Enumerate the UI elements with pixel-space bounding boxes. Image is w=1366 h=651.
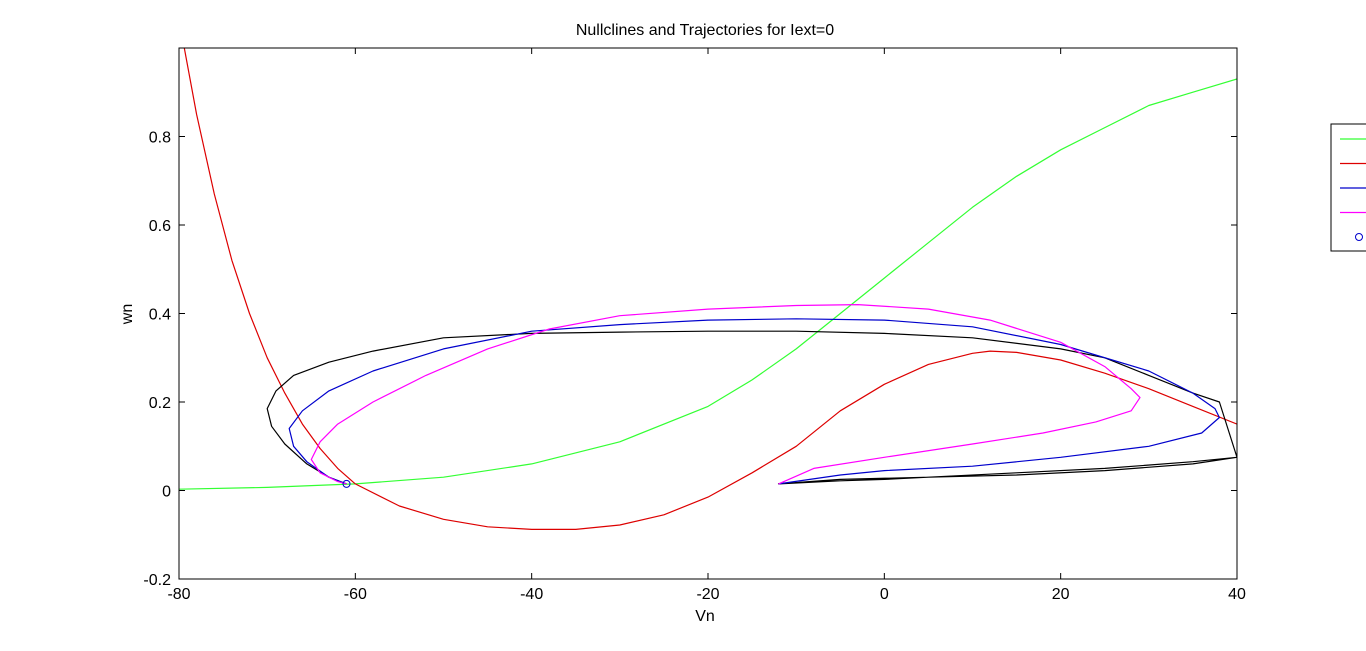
equilibrium-marker bbox=[342, 479, 351, 488]
x-axis-label: Vn bbox=[695, 608, 715, 625]
chart-title: Nullclines and Trajectories for Iext=0 bbox=[576, 22, 834, 39]
marker-layer bbox=[342, 479, 351, 488]
axis-ticks: -80 -60 -40 -20 0 20 40 -0.2 0 0.2 0.4 0.6 0.8 bbox=[143, 48, 1246, 603]
y-tick-label: 0.2 bbox=[149, 395, 171, 412]
series-line-2 bbox=[183, 48, 1237, 530]
y-tick-label: 0 bbox=[162, 484, 171, 501]
series-line-5 bbox=[310, 304, 1141, 485]
x-tick-label: -20 bbox=[696, 586, 719, 603]
y-tick-label: 0.8 bbox=[149, 130, 171, 147]
x-tick-label: 0 bbox=[880, 586, 889, 603]
y-tick-label: -0.2 bbox=[143, 572, 171, 589]
x-tick-label: 40 bbox=[1228, 586, 1246, 603]
x-tick-label: -80 bbox=[167, 586, 190, 603]
series-line-3 bbox=[266, 330, 1237, 485]
y-tick-label: 0.4 bbox=[149, 307, 171, 324]
x-tick-label: 20 bbox=[1052, 586, 1070, 603]
series-line-1 bbox=[179, 78, 1237, 490]
series-line-4 bbox=[288, 318, 1220, 485]
y-tick-label: 0.6 bbox=[149, 218, 171, 235]
x-tick-label: -40 bbox=[520, 586, 543, 603]
plot-area bbox=[179, 48, 1237, 530]
y-axis-label: wn bbox=[119, 304, 136, 325]
legend-marker bbox=[1355, 233, 1363, 241]
x-tick-label: -60 bbox=[344, 586, 367, 603]
legend bbox=[1330, 123, 1366, 252]
